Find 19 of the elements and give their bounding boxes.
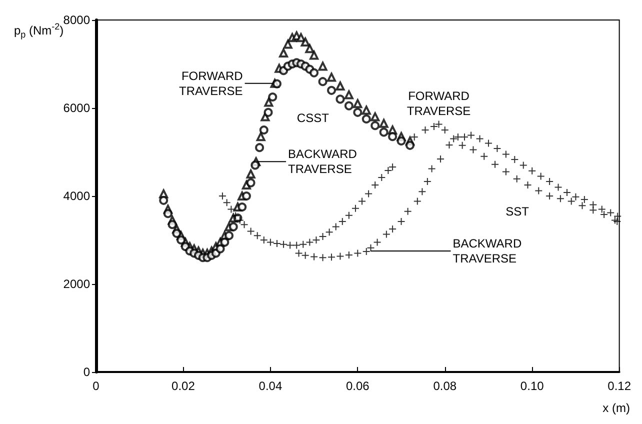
x-tick-label: 0.10 <box>520 379 544 393</box>
x-tick-label: 0.02 <box>172 379 196 393</box>
x-tick-label: 0.06 <box>346 379 370 393</box>
x-tick-label: 0 <box>92 379 100 393</box>
x-tick-label: 0.04 <box>258 379 282 393</box>
x-tick-label: 0.12 <box>608 379 632 393</box>
annotation: CSST <box>296 111 330 126</box>
y-tick-label: 2000 <box>63 277 90 291</box>
annotation: FORWARD TRAVERSE <box>179 68 244 98</box>
y-tick-label: 8000 <box>63 13 90 27</box>
annotation: BACKWARD TRAVERSE <box>288 147 358 176</box>
annotation: BACKWARD TRAVERSE <box>452 236 522 266</box>
x-tick-label: 0.08 <box>433 379 457 393</box>
annotation: FORWARD TRAVERSE <box>406 88 471 118</box>
y-tick-label: 4000 <box>63 189 90 203</box>
annotation: SST <box>506 204 530 218</box>
y-tick-label: 0 <box>83 365 90 379</box>
y-tick-label: 6000 <box>63 101 90 115</box>
x-axis-title: x (m) <box>602 401 630 415</box>
